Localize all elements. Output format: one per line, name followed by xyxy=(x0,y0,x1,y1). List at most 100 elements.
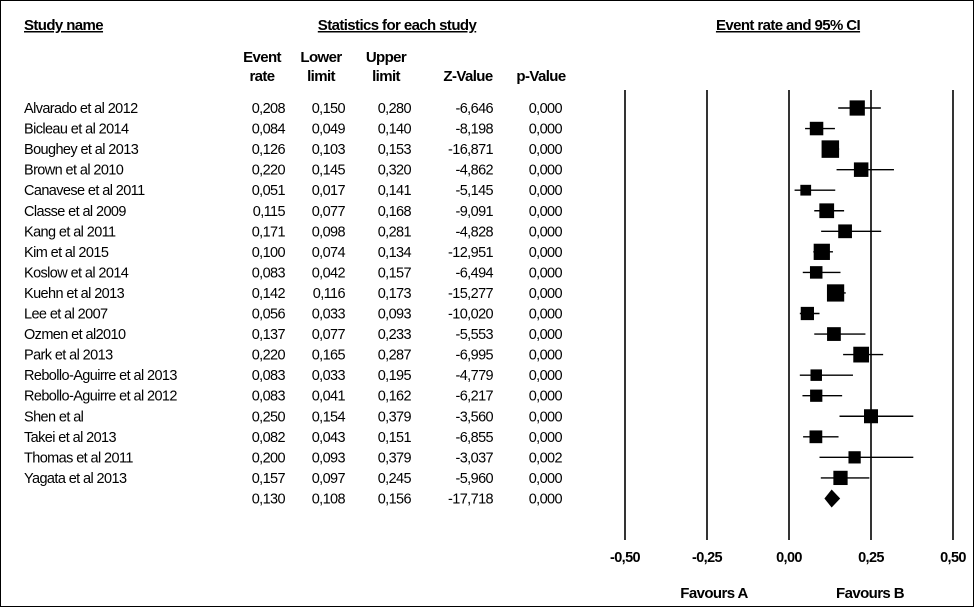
lower-limit-12: 0,165 xyxy=(312,348,346,364)
study-name-17: Thomas et al 2011 xyxy=(24,450,133,466)
upper-limit-11: 0,233 xyxy=(378,327,412,343)
col-event-rate-line1: Event xyxy=(243,49,281,66)
point-estimate-16 xyxy=(809,430,823,444)
upper-limit-17: 0,379 xyxy=(378,450,412,466)
z-value-7: -12,951 xyxy=(448,245,494,261)
p-value-10: 0,000 xyxy=(529,307,563,323)
event-rate-2: 0,126 xyxy=(252,142,286,158)
study-name-12: Park et al 2013 xyxy=(24,348,113,364)
point-estimate-15 xyxy=(864,409,878,424)
study-name-16: Takei et al 2013 xyxy=(24,430,117,446)
study-name-5: Classe et al 2009 xyxy=(24,204,126,220)
z-value-13: -4,779 xyxy=(455,368,493,384)
upper-limit-12: 0,287 xyxy=(378,348,412,364)
z-value-14: -6,217 xyxy=(455,389,493,405)
point-estimate-8 xyxy=(809,266,823,279)
point-estimate-3 xyxy=(853,162,869,177)
p-value-3: 0,000 xyxy=(529,163,563,179)
z-value-18: -5,960 xyxy=(455,471,493,487)
p-value-2: 0,000 xyxy=(529,142,563,158)
study-name-9: Kuehn et al 2013 xyxy=(24,286,125,302)
p-value-11: 0,000 xyxy=(529,327,563,343)
z-value-17: -3,037 xyxy=(455,450,493,466)
point-estimate-4 xyxy=(800,184,812,196)
summary-event-rate: 0,130 xyxy=(252,491,286,507)
z-value-6: -4,828 xyxy=(455,224,493,240)
lower-limit-18: 0,097 xyxy=(312,471,346,487)
event-rate-3: 0,220 xyxy=(252,163,286,179)
z-value-11: -5,553 xyxy=(455,327,493,343)
point-estimate-13 xyxy=(810,369,822,381)
lower-limit-3: 0,145 xyxy=(312,163,346,179)
upper-limit-1: 0,140 xyxy=(378,122,412,138)
x-tick-label-2: 0,00 xyxy=(776,550,802,566)
upper-limit-18: 0,245 xyxy=(378,471,412,487)
point-estimate-17 xyxy=(848,451,861,464)
z-value-15: -3,560 xyxy=(455,409,493,425)
point-estimate-6 xyxy=(838,224,852,239)
study-name-2: Boughey et al 2013 xyxy=(24,142,139,158)
study-name-15: Shen et al xyxy=(24,409,84,425)
summary-diamond xyxy=(824,489,841,508)
event-rate-6: 0,171 xyxy=(252,224,286,240)
point-estimate-11 xyxy=(827,327,841,341)
col-p-value: p-Value xyxy=(516,68,565,85)
lower-limit-17: 0,093 xyxy=(312,450,346,466)
summary-lower-limit: 0,108 xyxy=(312,491,346,507)
z-value-9: -15,277 xyxy=(448,286,494,302)
favours-left-label: Favours A xyxy=(680,585,748,602)
lower-limit-8: 0,042 xyxy=(312,265,346,281)
p-value-5: 0,000 xyxy=(529,204,563,220)
upper-limit-10: 0,093 xyxy=(378,307,412,323)
event-rate-1: 0,084 xyxy=(252,122,286,138)
z-value-3: -4,862 xyxy=(455,163,493,179)
study-name-13: Rebollo-Aguirre et al 2013 xyxy=(24,368,177,384)
lower-limit-9: 0,116 xyxy=(313,286,346,302)
z-value-1: -8,198 xyxy=(455,122,493,138)
event-rate-11: 0,137 xyxy=(252,327,286,343)
event-rate-4: 0,051 xyxy=(252,183,286,199)
study-name-8: Koslow et al 2014 xyxy=(24,265,129,281)
study-name-4: Canavese et al 2011 xyxy=(24,183,145,199)
z-value-5: -9,091 xyxy=(455,204,493,220)
study-name-3: Brown et al 2010 xyxy=(24,163,124,179)
upper-limit-16: 0,151 xyxy=(378,430,412,446)
header-statistics: Statistics for each study xyxy=(318,17,478,34)
p-value-7: 0,000 xyxy=(529,245,563,261)
col-z-value: Z-Value xyxy=(443,68,492,85)
z-value-10: -10,020 xyxy=(448,307,494,323)
point-estimate-9 xyxy=(826,284,845,302)
lower-limit-15: 0,154 xyxy=(312,409,346,425)
upper-limit-2: 0,153 xyxy=(378,142,412,158)
upper-limit-7: 0,134 xyxy=(378,245,412,261)
event-rate-15: 0,250 xyxy=(252,409,286,425)
upper-limit-9: 0,173 xyxy=(378,286,412,302)
col-lower-limit-line1: Lower xyxy=(300,49,342,66)
point-estimate-18 xyxy=(833,470,848,486)
x-tick-label-4: 0,50 xyxy=(940,550,966,566)
point-estimate-10 xyxy=(800,306,814,321)
event-rate-0: 0,208 xyxy=(252,101,286,117)
z-value-0: -6,646 xyxy=(455,101,493,117)
header-study-name: Study name xyxy=(24,17,103,34)
study-name-7: Kim et al 2015 xyxy=(24,245,109,261)
lower-limit-5: 0,077 xyxy=(312,204,346,220)
col-upper-limit-line1: Upper xyxy=(366,49,407,66)
event-rate-5: 0,115 xyxy=(253,204,286,220)
z-value-12: -6,995 xyxy=(455,348,493,364)
study-name-18: Yagata et al 2013 xyxy=(24,471,127,487)
event-rate-13: 0,083 xyxy=(252,368,286,384)
z-value-16: -6,855 xyxy=(455,430,493,446)
upper-limit-5: 0,168 xyxy=(378,204,412,220)
lower-limit-2: 0,103 xyxy=(312,142,346,158)
upper-limit-0: 0,280 xyxy=(378,101,412,117)
lower-limit-11: 0,077 xyxy=(312,327,346,343)
p-value-0: 0,000 xyxy=(529,101,563,117)
lower-limit-7: 0,074 xyxy=(312,245,346,261)
lower-limit-1: 0,049 xyxy=(312,122,346,138)
point-estimate-12 xyxy=(853,346,870,363)
col-upper-limit-line2: limit xyxy=(372,68,400,85)
upper-limit-4: 0,141 xyxy=(378,183,412,199)
